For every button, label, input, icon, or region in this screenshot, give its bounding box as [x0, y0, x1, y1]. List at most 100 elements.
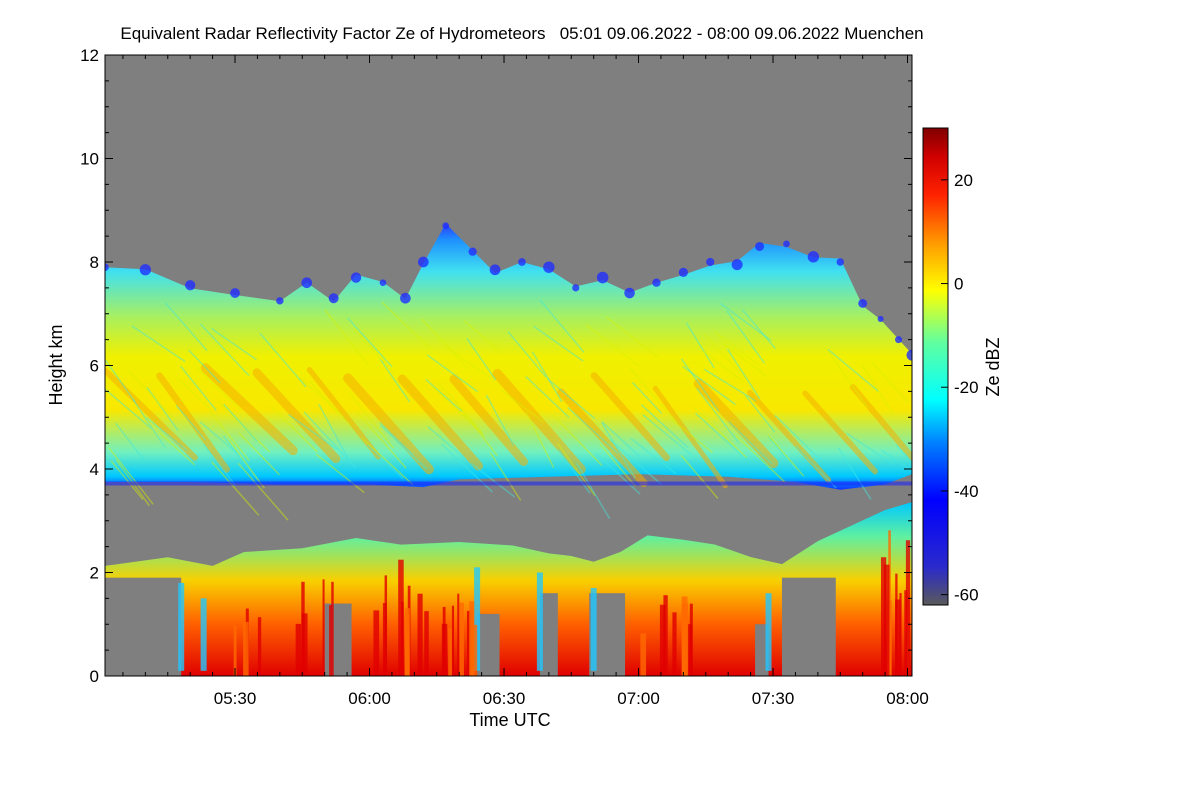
rain-shaft [640, 633, 647, 676]
streak-texture [501, 389, 544, 423]
cloud-edge [755, 241, 765, 251]
streak-texture [131, 325, 186, 363]
cloud-edge [518, 258, 526, 266]
streak-texture [640, 404, 689, 449]
echo-gap [781, 577, 836, 676]
streak-texture [694, 407, 748, 459]
cloud-edge [139, 264, 151, 276]
streak-texture [303, 411, 357, 469]
streak-texture [426, 354, 479, 393]
streak-texture [605, 316, 659, 359]
streak-texture [470, 462, 515, 498]
streak-texture [211, 461, 260, 516]
cloud-edge [468, 247, 477, 256]
streak-texture [744, 395, 776, 433]
rain-shaft [322, 579, 325, 676]
virga-streak [765, 593, 772, 671]
streak-texture [315, 453, 365, 494]
streak-texture [199, 421, 241, 456]
streak-texture [726, 310, 766, 364]
streak-texture [525, 375, 570, 419]
cloud-edge [105, 263, 109, 271]
y-tick-label: 6 [90, 357, 99, 376]
streak-texture [324, 309, 370, 367]
fall-streak [557, 388, 648, 487]
cloud-edge [678, 267, 688, 277]
y-tick-label: 4 [90, 460, 99, 479]
y-axis-label: Height km [46, 324, 66, 405]
streak-texture [680, 358, 720, 413]
streak-texture [367, 444, 404, 480]
streak-texture [271, 406, 318, 453]
streak-texture [531, 351, 563, 403]
y-tick-label: 10 [80, 150, 99, 169]
cloud-edge [417, 256, 429, 268]
rain-shaft [689, 603, 693, 676]
y-tick-label: 2 [90, 564, 99, 583]
streak-texture [431, 385, 485, 437]
streak-texture [585, 324, 640, 367]
streak-texture [767, 435, 797, 470]
rain-shaft [663, 595, 668, 676]
echo-gap [539, 593, 558, 676]
cloud-edge [328, 293, 339, 304]
streak-texture [356, 411, 407, 469]
streak-texture [703, 333, 745, 378]
streak-texture [463, 320, 504, 355]
streak-texture [259, 332, 307, 388]
fall-streak [802, 390, 878, 475]
streak-texture [507, 331, 547, 378]
streak-texture [895, 444, 912, 464]
x-tick-label: 07:00 [617, 689, 660, 708]
streak-texture [132, 398, 166, 448]
streak-texture [575, 462, 611, 520]
cloud-edge [652, 278, 661, 287]
streak-texture [196, 367, 242, 411]
cloud-edge [731, 259, 743, 271]
streak-texture [211, 327, 257, 361]
cloud-edge [379, 279, 387, 287]
rain-shaft [404, 608, 410, 676]
streak-texture [631, 381, 663, 415]
colorbar-tick-label: -20 [954, 378, 979, 397]
rain-shaft [880, 557, 887, 676]
echo-gap [755, 624, 769, 676]
colorbar-label: Ze dBZ [983, 337, 1003, 396]
cloud-edge [543, 261, 555, 273]
y-axis: 0 2 4 6 8 10 12 [80, 46, 912, 686]
rain-shaft [451, 605, 455, 676]
fall-streak [397, 374, 483, 471]
streak-texture [556, 442, 596, 497]
fall-streak [306, 366, 382, 460]
rain-shaft [895, 599, 901, 676]
streak-texture [309, 381, 352, 427]
streak-texture [727, 420, 773, 465]
streak-texture [669, 417, 713, 454]
virga-streak [200, 598, 207, 671]
rain-shaft [905, 540, 911, 676]
streak-texture [720, 341, 768, 377]
cloud-edge [489, 264, 501, 276]
fall-streak [200, 363, 298, 456]
streak-texture [489, 452, 522, 501]
streak-texture [599, 443, 636, 487]
streak-texture [685, 322, 715, 369]
cloud-edge [807, 251, 820, 263]
streak-texture [680, 454, 719, 499]
streak-texture [567, 406, 619, 454]
streak-texture [741, 309, 777, 350]
rain-shaft [442, 606, 446, 676]
fall-streak [693, 378, 779, 469]
rain-shaft [243, 621, 249, 676]
virga-streak [178, 582, 185, 671]
fall-streak [343, 373, 434, 475]
streak-texture [146, 386, 179, 432]
streak-texture [642, 414, 692, 456]
streak-texture [360, 436, 414, 486]
streak-texture [237, 462, 289, 521]
rain-shaft [672, 612, 677, 676]
streak-texture [353, 328, 395, 374]
cloud-edge [400, 292, 411, 304]
streak-texture [188, 349, 221, 384]
echo-gap [324, 603, 352, 676]
